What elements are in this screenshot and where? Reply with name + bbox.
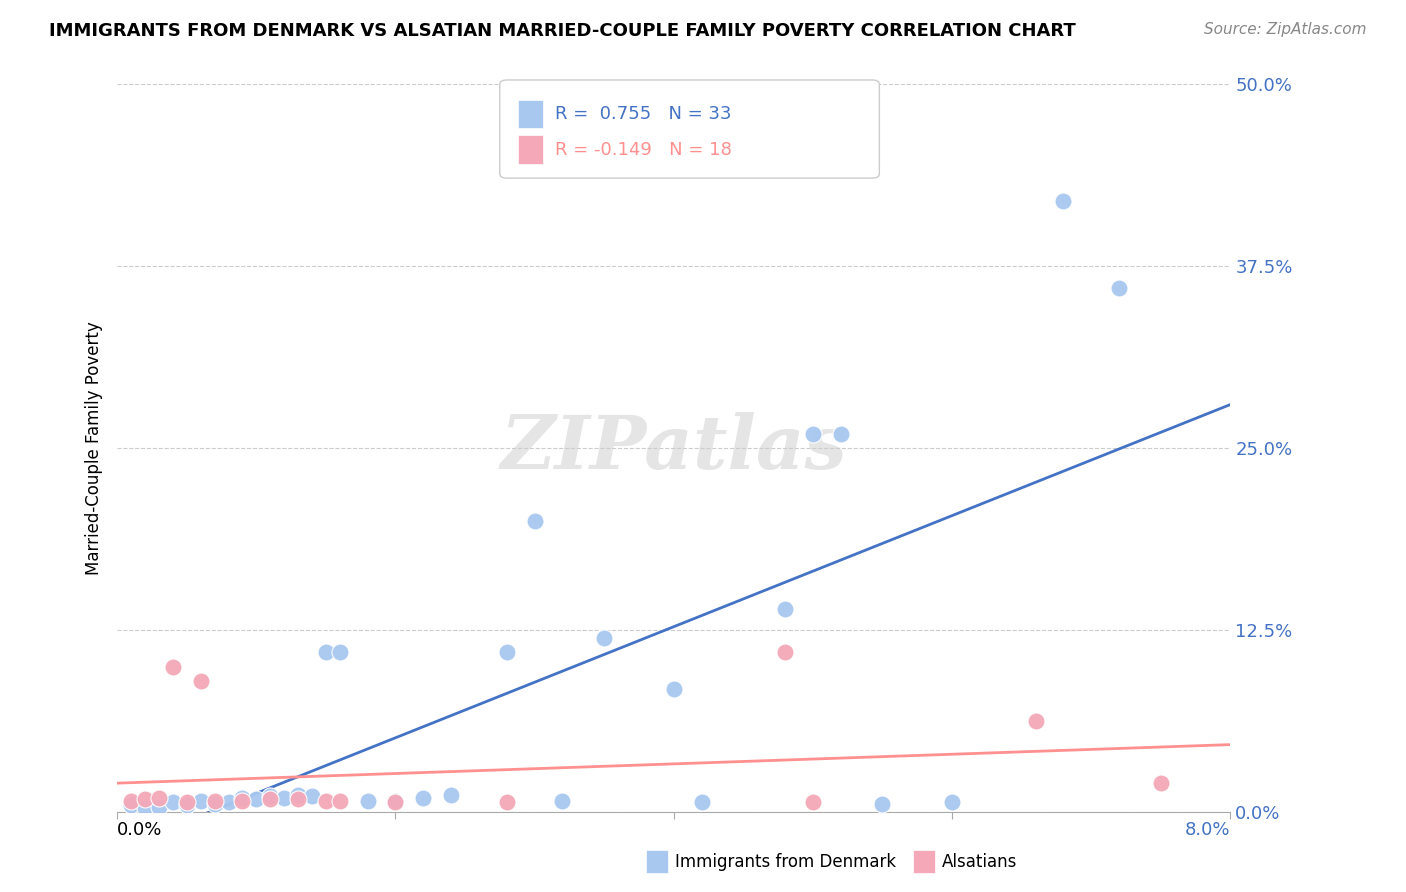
- Point: [148, 799, 170, 814]
- Point: [231, 791, 253, 805]
- Point: [495, 645, 517, 659]
- Point: [412, 791, 434, 805]
- Point: [384, 794, 406, 808]
- Point: [690, 795, 713, 809]
- Point: [120, 798, 142, 813]
- Point: [148, 791, 170, 805]
- Point: [120, 794, 142, 808]
- Point: [218, 795, 240, 809]
- Point: [204, 794, 226, 808]
- Point: [941, 795, 963, 809]
- Point: [231, 794, 253, 808]
- Point: [259, 792, 281, 806]
- Point: [287, 788, 309, 802]
- Point: [273, 791, 295, 805]
- Point: [315, 794, 337, 808]
- Point: [301, 789, 323, 804]
- Point: [259, 789, 281, 804]
- Point: [134, 792, 156, 806]
- Point: [245, 792, 267, 806]
- Point: [801, 426, 824, 441]
- Point: [176, 798, 198, 813]
- Point: [1052, 194, 1074, 208]
- Point: [872, 797, 894, 811]
- Point: [162, 660, 184, 674]
- Point: [495, 795, 517, 809]
- Point: [287, 792, 309, 806]
- Point: [190, 794, 212, 808]
- Point: [830, 426, 852, 441]
- Text: R = -0.149   N = 18: R = -0.149 N = 18: [554, 141, 731, 159]
- Point: [315, 645, 337, 659]
- Point: [773, 645, 796, 659]
- Point: [523, 514, 546, 528]
- Point: [162, 795, 184, 809]
- Point: [801, 795, 824, 809]
- Y-axis label: Married-Couple Family Poverty: Married-Couple Family Poverty: [86, 322, 103, 575]
- Point: [190, 674, 212, 689]
- Point: [773, 601, 796, 615]
- Text: IMMIGRANTS FROM DENMARK VS ALSATIAN MARRIED-COUPLE FAMILY POVERTY CORRELATION CH: IMMIGRANTS FROM DENMARK VS ALSATIAN MARR…: [49, 22, 1076, 40]
- Text: Alsatians: Alsatians: [942, 853, 1018, 871]
- Text: R =  0.755   N = 33: R = 0.755 N = 33: [554, 105, 731, 123]
- Text: 8.0%: 8.0%: [1185, 822, 1230, 839]
- Point: [551, 794, 574, 808]
- Point: [384, 795, 406, 809]
- Point: [1025, 714, 1047, 728]
- Text: ZIPatlas: ZIPatlas: [501, 412, 848, 484]
- Text: Source: ZipAtlas.com: Source: ZipAtlas.com: [1204, 22, 1367, 37]
- Point: [329, 794, 352, 808]
- Point: [1108, 281, 1130, 295]
- Text: Immigrants from Denmark: Immigrants from Denmark: [675, 853, 896, 871]
- Point: [440, 788, 463, 802]
- Point: [204, 797, 226, 811]
- Point: [593, 631, 616, 645]
- Text: 0.0%: 0.0%: [117, 822, 163, 839]
- Point: [662, 681, 685, 696]
- Point: [176, 795, 198, 809]
- Point: [356, 794, 378, 808]
- Point: [329, 645, 352, 659]
- Point: [1150, 776, 1173, 790]
- Point: [134, 801, 156, 815]
